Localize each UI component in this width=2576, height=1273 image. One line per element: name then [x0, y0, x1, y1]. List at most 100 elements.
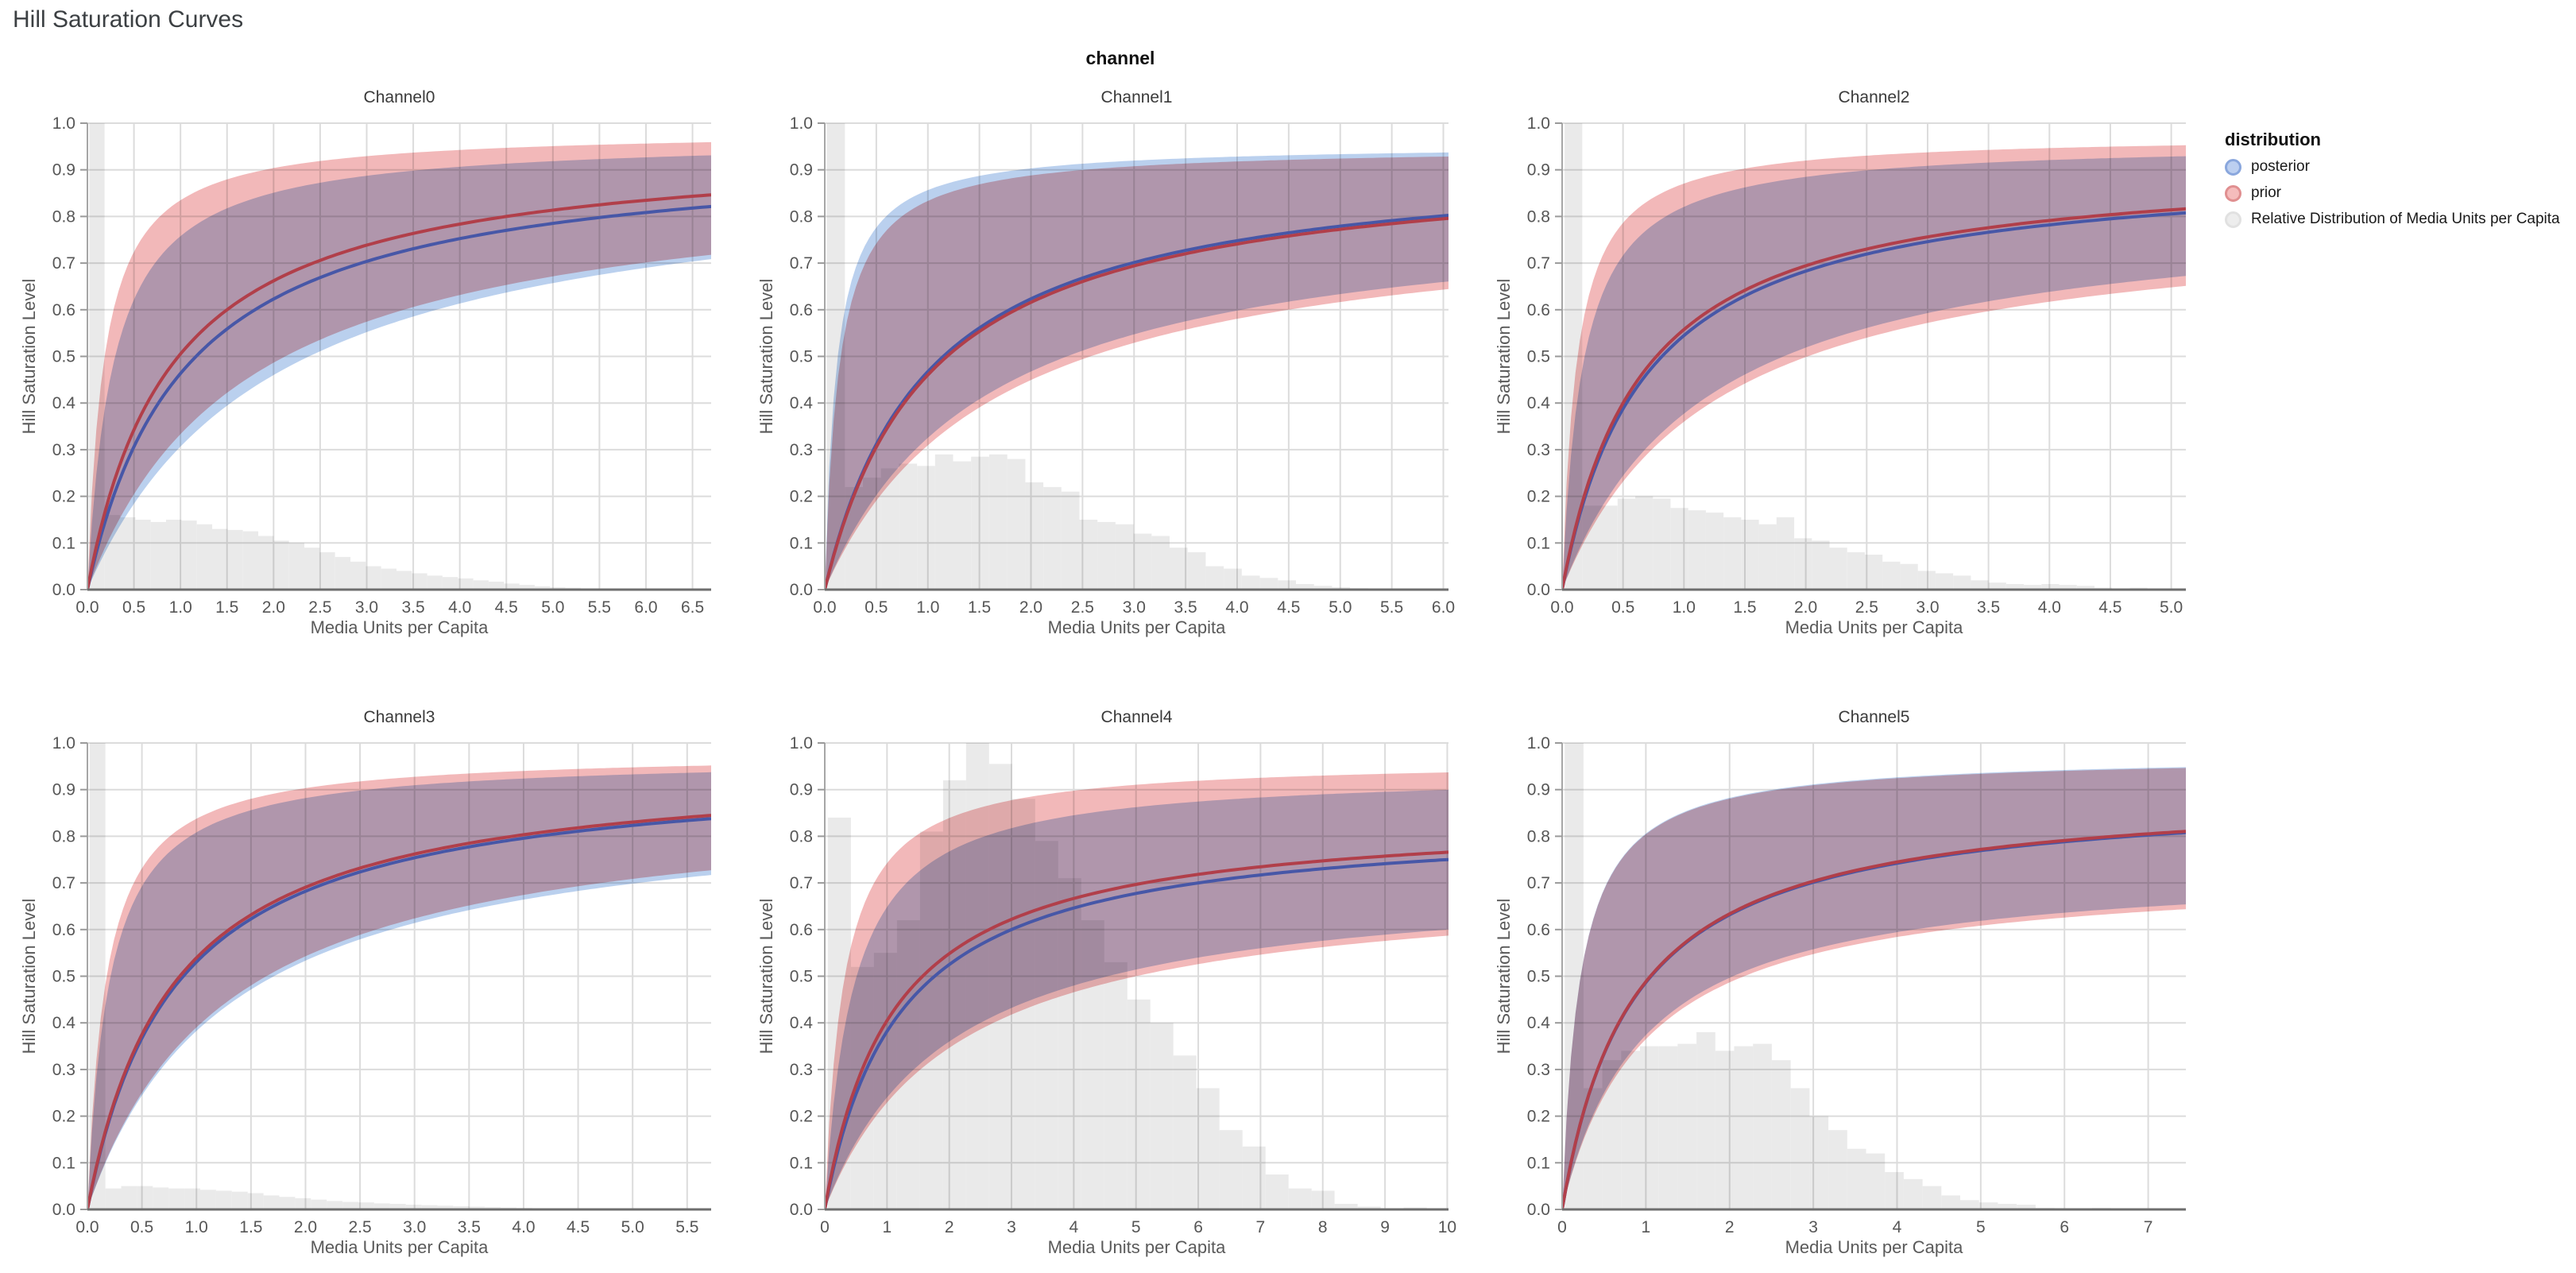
y-axis-title: Hill Saturation Level	[756, 898, 776, 1054]
svg-text:0.9: 0.9	[52, 161, 75, 180]
svg-text:1.5: 1.5	[215, 598, 238, 617]
svg-text:4.5: 4.5	[567, 1218, 590, 1236]
svg-text:2.0: 2.0	[262, 598, 285, 617]
svg-text:3.0: 3.0	[355, 598, 378, 617]
posterior-credible-band	[87, 772, 711, 1209]
posterior-credible-band	[1562, 767, 2186, 1209]
facet-chart-channel1: 0.0 0.1 0.2 0.3 0.4 0.5 0.6 0.7 0.8 0.9 1.0 0.0 0.5 1…	[790, 114, 1455, 617]
svg-text:3.5: 3.5	[1977, 598, 2000, 617]
svg-text:0.1: 0.1	[52, 534, 75, 552]
svg-text:0.4: 0.4	[790, 1014, 814, 1032]
svg-text:0.6: 0.6	[1527, 921, 1550, 939]
facet-chart-channel3: 0.0 0.1 0.2 0.3 0.4 0.5 0.6 0.7 0.8 0.9 1.0 0.0 0.5 1…	[52, 734, 711, 1236]
svg-text:0.0: 0.0	[790, 1201, 813, 1219]
svg-text:5.0: 5.0	[2160, 598, 2183, 617]
prior-swatch-icon	[2225, 184, 2241, 202]
media-units-histogram	[1565, 123, 2148, 590]
svg-text:4.5: 4.5	[495, 598, 518, 617]
svg-text:3.5: 3.5	[401, 598, 424, 617]
svg-text:6: 6	[2060, 1218, 2069, 1236]
facet-channel4: 0.0 0.1 0.2 0.3 0.4 0.5 0.6 0.7 0.8 0.9 1.0 0 1 2 3 4 5 6…	[745, 695, 1484, 1257]
svg-text:0.0: 0.0	[75, 598, 99, 617]
svg-text:0.6: 0.6	[790, 301, 813, 319]
svg-text:0.4: 0.4	[1527, 1014, 1551, 1032]
svg-text:2.0: 2.0	[1794, 598, 1817, 617]
svg-text:0.7: 0.7	[1527, 254, 1550, 273]
facet-title-channel2: Channel2	[1838, 88, 1910, 106]
svg-text:1.5: 1.5	[239, 1218, 262, 1236]
y-axis-title: Hill Saturation Level	[19, 898, 39, 1054]
svg-text:0.5: 0.5	[864, 598, 888, 617]
svg-text:0.8: 0.8	[790, 207, 813, 226]
svg-text:0.5: 0.5	[790, 968, 813, 986]
x-axis-ticks: 0 1 2 3 4 5 6 7 8 9 10	[820, 1218, 1456, 1236]
prior-median-line	[87, 814, 711, 1209]
legend: distribution posterior prior Relative Di…	[2225, 130, 2574, 237]
svg-text:0.9: 0.9	[790, 781, 813, 799]
svg-text:6.5: 6.5	[681, 598, 704, 617]
svg-text:0.1: 0.1	[52, 1154, 75, 1172]
svg-text:0.9: 0.9	[1527, 781, 1550, 799]
svg-text:0.8: 0.8	[52, 207, 75, 226]
svg-text:0.6: 0.6	[52, 921, 75, 939]
svg-text:4: 4	[1069, 1218, 1079, 1236]
svg-text:4.0: 4.0	[512, 1218, 535, 1236]
facet-channel3: 0.0 0.1 0.2 0.3 0.4 0.5 0.6 0.7 0.8 0.9 1.0 0.0 0.5 1…	[8, 695, 747, 1257]
media-distribution-swatch-icon	[2225, 211, 2241, 228]
y-axis-ticks: 0.0 0.1 0.2 0.3 0.4 0.5 0.6 0.7 0.8 0.9 1.0	[1527, 114, 1562, 599]
svg-text:4.5: 4.5	[1277, 598, 1300, 617]
facet-title-channel3: Channel3	[363, 708, 435, 726]
svg-text:3.5: 3.5	[1174, 598, 1197, 617]
legend-label: posterior	[2251, 158, 2310, 175]
svg-text:5.0: 5.0	[621, 1218, 644, 1236]
prior-median-line	[1562, 207, 2186, 590]
svg-text:0.0: 0.0	[1527, 581, 1550, 599]
legend-label: prior	[2251, 184, 2282, 201]
svg-text:0.5: 0.5	[790, 348, 813, 366]
posterior-credible-band	[87, 155, 711, 590]
y-axis-title: Hill Saturation Level	[1494, 898, 1514, 1054]
svg-text:6: 6	[1193, 1218, 1203, 1236]
svg-text:3.0: 3.0	[1123, 598, 1146, 617]
facet-channel1: 0.0 0.1 0.2 0.3 0.4 0.5 0.6 0.7 0.8 0.9 1.0 0.0 0.5 1…	[745, 75, 1484, 637]
svg-text:0.8: 0.8	[790, 827, 813, 845]
svg-text:6.0: 6.0	[634, 598, 657, 617]
svg-text:0.7: 0.7	[52, 874, 75, 892]
svg-text:5.0: 5.0	[1329, 598, 1352, 617]
svg-text:4: 4	[1893, 1218, 1902, 1236]
x-axis-title: Media Units per Capita	[1047, 1237, 1226, 1257]
svg-text:3: 3	[1007, 1218, 1016, 1236]
svg-text:0.6: 0.6	[790, 921, 813, 939]
svg-text:0.9: 0.9	[1527, 161, 1550, 180]
svg-text:0.3: 0.3	[790, 441, 813, 459]
facet-title-channel0: Channel0	[363, 88, 435, 106]
svg-text:0.5: 0.5	[52, 348, 75, 366]
svg-text:0.3: 0.3	[52, 441, 75, 459]
legend-item-prior: prior	[2225, 184, 2574, 202]
svg-text:0.2: 0.2	[1527, 488, 1550, 506]
svg-text:0.5: 0.5	[1527, 968, 1550, 986]
svg-text:1: 1	[1642, 1218, 1651, 1236]
svg-text:0.3: 0.3	[52, 1061, 75, 1079]
svg-text:0.2: 0.2	[790, 488, 813, 506]
x-axis-title: Media Units per Capita	[310, 617, 489, 637]
svg-text:7: 7	[1256, 1218, 1266, 1236]
y-axis-title: Hill Saturation Level	[19, 278, 39, 435]
svg-text:2.0: 2.0	[1019, 598, 1042, 617]
facet-chart-channel4: 0.0 0.1 0.2 0.3 0.4 0.5 0.6 0.7 0.8 0.9 1.0 0 1 2 3 4 5 6…	[790, 734, 1456, 1236]
svg-text:0.1: 0.1	[790, 1154, 813, 1172]
svg-text:5: 5	[1131, 1218, 1141, 1236]
posterior-median-line	[825, 214, 1449, 590]
prior-median-line	[1562, 830, 2186, 1209]
svg-text:1.0: 1.0	[790, 114, 813, 133]
svg-text:1.0: 1.0	[169, 598, 192, 617]
svg-text:0.0: 0.0	[1527, 1201, 1550, 1219]
svg-text:0: 0	[820, 1218, 830, 1236]
svg-text:1: 1	[882, 1218, 892, 1236]
posterior-credible-band	[1562, 156, 2186, 590]
posterior-credible-band	[825, 789, 1449, 1209]
svg-text:0.4: 0.4	[1527, 394, 1551, 412]
x-axis-ticks: 0.0 0.5 1.0 1.5 2.0 2.5 3.0 3.5 4.0 4.5 5.0	[1550, 598, 2183, 617]
svg-text:10: 10	[1438, 1218, 1456, 1236]
